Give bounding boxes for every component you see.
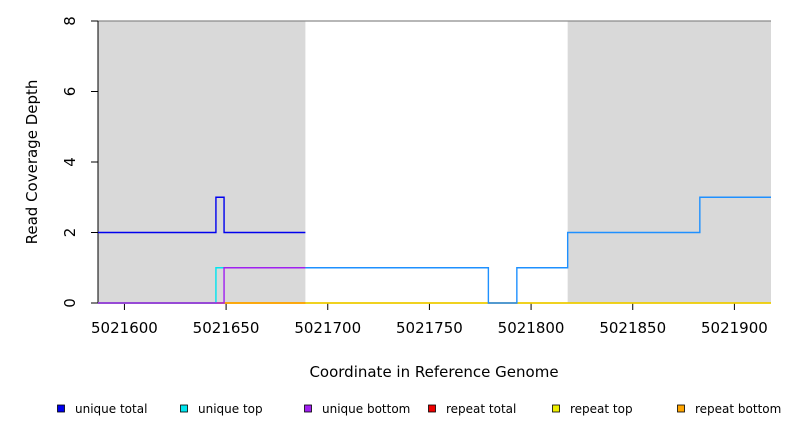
legend-swatch-repeat-bottom	[677, 404, 685, 413]
x-axis-title: Coordinate in Reference Genome	[309, 363, 558, 381]
x-tick-label: 5021750	[396, 319, 463, 337]
legend-swatch-unique-bottom	[304, 404, 312, 413]
y-axis-title: Read Coverage Depth	[23, 80, 41, 245]
shaded-region	[567, 21, 771, 303]
x-tick-label: 5021800	[498, 319, 565, 337]
legend-swatch-repeat-top	[552, 404, 560, 413]
legend-label-repeat-total: repeat total	[446, 402, 516, 416]
legend-label-repeat-top: repeat top	[570, 402, 633, 416]
shaded-region	[98, 21, 306, 303]
x-tick-label: 5021850	[599, 319, 666, 337]
y-tick-label: 4	[61, 157, 79, 167]
legend-swatch-unique-top	[180, 404, 188, 413]
legend-label-repeat-bottom: repeat bottom	[695, 402, 781, 416]
series-line-unique-bottom	[98, 267, 306, 304]
legend-swatch-unique-total	[57, 404, 65, 413]
x-tick-label: 5021600	[91, 319, 158, 337]
legend-swatch-repeat-total	[428, 404, 436, 413]
y-tick-label: 0	[61, 298, 79, 308]
legend-label-unique-bottom: unique bottom	[322, 402, 410, 416]
x-tick-label: 5021650	[193, 319, 260, 337]
y-tick-label: 6	[61, 87, 79, 97]
y-tick-label: 2	[61, 228, 79, 238]
series-line-unique-total	[98, 196, 306, 234]
y-tick-label: 8	[61, 16, 79, 26]
x-tick-label: 5021700	[294, 319, 361, 337]
legend-label-unique-total: unique total	[75, 402, 147, 416]
x-tick-label: 5021900	[701, 319, 768, 337]
series-line-unique-total	[305, 196, 771, 304]
legend-label-unique-top: unique top	[198, 402, 263, 416]
